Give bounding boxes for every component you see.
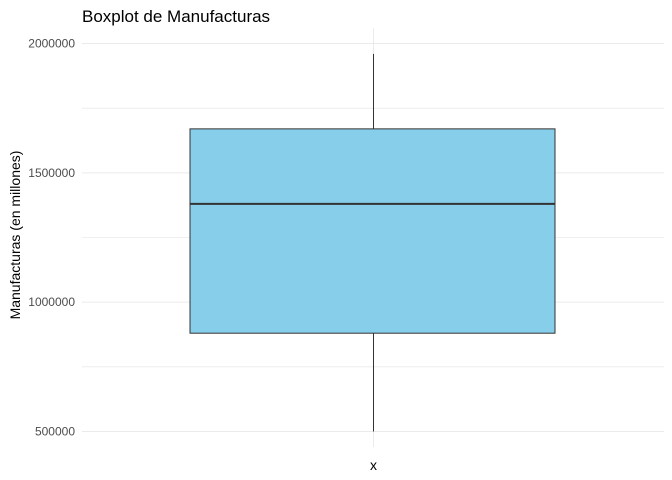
y-axis-label: Manufacturas (en millones)	[7, 151, 23, 320]
box-iqr	[189, 128, 556, 334]
y-tick-label: 1000000	[28, 295, 75, 309]
y-tick-label: 500000	[35, 424, 75, 438]
y-tick-label: 1500000	[28, 166, 75, 180]
y-tick-labels: 500000 1000000 1500000 2000000	[28, 37, 75, 439]
y-tick-label: 2000000	[28, 37, 75, 51]
x-axis-label: x	[370, 457, 377, 473]
chart-title: Boxplot de Manufacturas	[82, 7, 271, 26]
boxplot-layer	[189, 53, 556, 432]
